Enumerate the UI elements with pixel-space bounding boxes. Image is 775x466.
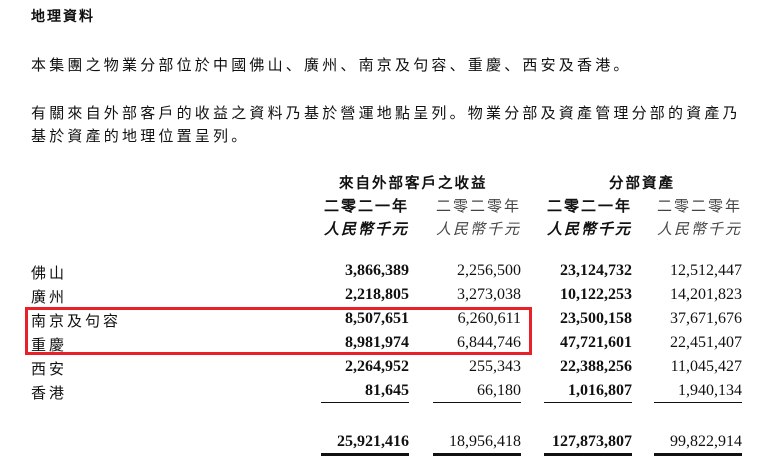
row-label: 香港 [31,384,68,402]
section-heading: 地理資料 [31,9,95,25]
total-cell: 99,822,914 [670,433,742,450]
table-cell: 37,671,676 [670,310,742,327]
table-cell: 22,388,256 [560,358,632,375]
unit-header: 人民幣千元 [656,220,742,238]
table-cell: 2,218,805 [345,286,409,303]
table-cell: 2,264,952 [345,358,409,375]
unit-header: 人民幣千元 [546,220,632,238]
highlight-box [25,307,532,355]
row-label: 西安 [31,360,68,378]
total-double-rule [654,453,742,456]
total-double-rule [433,453,521,456]
subtotal-rule [433,402,521,403]
table-cell: 47,721,601 [560,334,632,351]
group-header-revenue: 來自外部客戶之收益 [339,176,488,192]
subtotal-rule [321,402,409,403]
table-cell: 10,122,253 [560,286,632,303]
table-cell: 23,124,732 [560,262,632,279]
table-cell: 1,016,807 [568,382,632,399]
unit-header: 人民幣千元 [435,220,521,238]
year-header: 二零二一年 [323,197,409,215]
total-cell: 18,956,418 [449,433,521,450]
table-cell: 11,045,427 [670,358,742,375]
table-cell: 6,260,611 [457,310,521,327]
paragraph: 本集團之物業分部位於中國佛山、廣州、南京及句容、重慶、西安及香港。 [31,56,632,74]
table-cell: 3,273,038 [457,286,521,303]
table-cell: 8,507,651 [345,310,409,327]
group-header-assets: 分部資產 [609,176,675,192]
table-cell: 8,981,974 [345,334,409,351]
subtotal-rule [544,402,632,403]
unit-header: 人民幣千元 [323,220,409,238]
year-header: 二零二零年 [656,197,742,215]
year-header: 二零二一年 [546,197,632,215]
table-cell: 12,512,447 [670,262,742,279]
table-cell: 2,256,500 [457,262,521,279]
year-header: 二零二零年 [435,197,521,215]
row-label: 南京及句容 [31,312,122,330]
table-cell: 81,645 [365,382,409,399]
row-label: 佛山 [31,264,68,282]
table-cell: 3,866,389 [345,262,409,279]
table-cell: 66,180 [477,382,521,399]
total-double-rule [544,453,632,456]
paragraph: 有關來自外部客戶的收益之資料乃基於營運地點呈列。物業分部及資產管理分部的資產乃 [31,104,741,122]
subtotal-rule [654,402,742,403]
row-label: 廣州 [31,288,68,306]
total-cell: 25,921,416 [337,433,409,450]
table-cell: 14,201,823 [670,286,742,303]
table-cell: 6,844,746 [457,334,521,351]
total-double-rule [321,453,409,456]
total-cell: 127,873,807 [552,433,632,450]
table-cell: 23,500,158 [560,310,632,327]
row-label: 重慶 [31,336,68,354]
table-cell: 1,940,134 [678,382,742,399]
paragraph: 基於資產的地理位置呈列。 [31,127,250,145]
table-cell: 22,451,407 [670,334,742,351]
table-cell: 255,343 [469,358,521,375]
